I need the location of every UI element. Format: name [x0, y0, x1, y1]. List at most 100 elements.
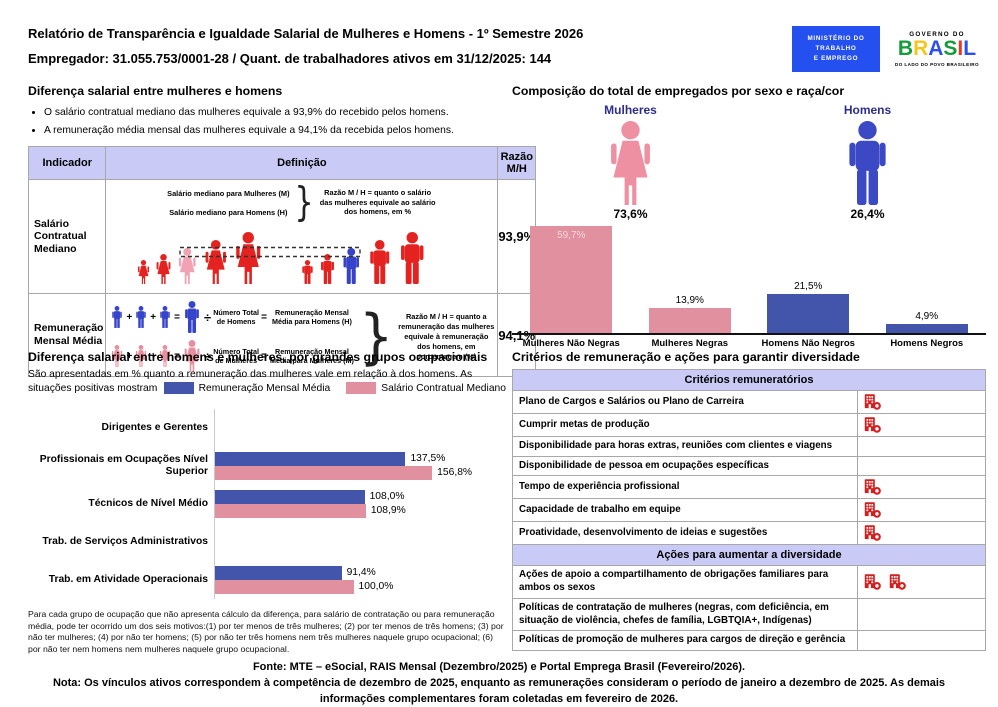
col-header-indicador: Indicador: [27, 146, 107, 181]
occupation-group-row: Dirigentes e Gerentes: [28, 408, 506, 447]
occupation-bars: 108,0% 108,9%: [214, 484, 506, 523]
occupation-label: Trab. em Atividade Operacionais: [48, 573, 208, 585]
bar-value-label: 91,4%: [346, 567, 376, 579]
criteria-table: Critérios remuneratórios Plano de Cargos …: [512, 369, 986, 652]
brace-glyph: }: [294, 178, 314, 227]
pictogram-row: Mulheres 73,6% Homens 26,4%: [512, 103, 986, 221]
occupation-group-row: Trab. em Atividade Operacionais 91,4% 100,…: [28, 560, 506, 599]
bar-value-label: 137,5%: [410, 453, 446, 465]
company-building-icon: [889, 574, 906, 590]
equals-sign: =: [261, 350, 267, 362]
criteria-row: Capacidade de trabalho em equipe: [512, 498, 986, 523]
plus-sign: +: [150, 350, 157, 362]
indicator-median-salary: Salário Contratual Mediano: [27, 179, 107, 295]
occupation-label: Trab. de Serviços Administrativos: [42, 535, 208, 547]
criteria-row-label: Tempo de experiência profissional: [512, 475, 858, 500]
criteria-title: Critérios de remuneração e ações para ga…: [512, 350, 860, 364]
criteria-row-label: Disponibilidade de pessoa em ocupações e…: [512, 455, 858, 477]
man-figure-icon: [112, 306, 123, 329]
man-figure-icon: [160, 306, 170, 329]
composition-category-labels: Mulheres Não Negras Mulheres Negras Homens…: [512, 338, 986, 349]
criteria-row-indicator: [857, 436, 986, 457]
indicator-mean-salary: Remuneração Mensal Média: [27, 293, 107, 378]
bar-value-label: 21,5%: [794, 281, 823, 293]
section-occupational: Diferença salarial entre homens e mulher…: [28, 350, 506, 656]
criteria-row-label: Políticas de promoção de mulheres para c…: [512, 630, 858, 652]
definition-median-salary: Salário mediano para Mulheres (M) Salári…: [105, 178, 499, 295]
footer-nota: Nota: Os vínculos ativos correspondem à …: [52, 676, 946, 705]
company-building-icon: [864, 394, 881, 410]
man-figure-large-icon: [185, 301, 199, 334]
criteria-section-header-row: Ações para aumentar a diversidade: [512, 544, 986, 567]
legend-swatch: [163, 382, 194, 394]
occupational-title: Diferença salarial entre homens e mulher…: [28, 350, 488, 364]
brace-glyph: }: [358, 301, 394, 372]
criteria-row-indicator: [857, 455, 986, 477]
brasil-letter: I: [957, 37, 964, 61]
occupation-bars: 91,4% 100,0%: [214, 560, 506, 599]
divide-sign: ÷: [203, 309, 212, 325]
men-result-text: Remuneração Mensal Média para Homens (H): [272, 308, 352, 327]
criteria-row-label: Plano de Cargos e Salários ou Plano de C…: [512, 390, 858, 414]
table-row: Salário Contratual Mediano Salário media…: [27, 178, 537, 295]
bar: [215, 503, 366, 518]
category-label: Homens Não Negros: [761, 338, 855, 349]
legend-item: Remuneração Mensal Média: [163, 382, 331, 394]
bar-value-label: 108,9%: [370, 505, 406, 517]
occupation-label: Dirigentes e Gerentes: [101, 421, 208, 433]
bar: [648, 307, 731, 333]
bar-column: 4,9%: [868, 311, 987, 333]
footer-fonte: Fonte: MTE – eSocial, RAIS Mensal (Dezem…: [252, 661, 746, 673]
company-building-icon: [864, 479, 881, 495]
category-label: Mulheres Negras: [651, 338, 729, 349]
equals-sign: =: [174, 350, 180, 362]
bullet-median-salary: O salário contratual mediano das mulhere…: [44, 104, 506, 122]
composition-title: Composição do total de empregados por se…: [512, 84, 845, 98]
section-criteria: Critérios de remuneração e ações para ga…: [512, 350, 986, 652]
occupation-bars: [214, 522, 506, 561]
equals-sign: =: [174, 311, 180, 323]
bar: 59,7%: [530, 225, 613, 333]
criteria-row-indicator: [857, 498, 986, 523]
criteria-row: Cumprir metas de produção: [512, 413, 986, 437]
legend-label: Remuneração Mensal Média: [198, 382, 331, 394]
man-figure-icon: [136, 306, 147, 329]
criteria-row: Tempo de experiência profissional: [512, 475, 986, 500]
salary-gap-table: Indicador Definição Razão M/H Salário Co…: [27, 146, 537, 378]
legend-label: Salário Contratual Mediano: [381, 382, 506, 394]
criteria-row-indicator: [857, 390, 986, 414]
bar-column: 13,9%: [631, 295, 750, 333]
occupation-group-row: Técnicos de Nível Médio 108,0% 108,9%: [28, 484, 506, 523]
company-building-icon: [864, 502, 881, 518]
legend-item: Salário Contratual Mediano: [346, 382, 506, 394]
bullet-mean-salary: A remuneração média mensal das mulheres …: [44, 122, 506, 140]
women-pictogram-block: Mulheres 73,6%: [512, 103, 749, 221]
woman-pictogram-icon: [611, 121, 650, 205]
company-building-icon: [864, 574, 881, 590]
criteria-diversity-header: Ações para aumentar a diversidade: [512, 544, 986, 567]
bar-value-label: 156,8%: [437, 467, 473, 479]
men-divisor-text: Número Total de Homens: [213, 308, 260, 327]
men-mean-equation: + + = ÷ Número Total de Homens = Remuner…: [110, 301, 355, 334]
criteria-row-label: Políticas de contratação de mulheres (ne…: [512, 597, 858, 632]
criteria-row: Políticas de contratação de mulheres (ne…: [512, 597, 986, 632]
women-divisor-text: Número Total de Mulheres: [213, 347, 260, 366]
header-logos: MINISTÉRIO DO TRABALHO E EMPREGO GOVERNO…: [792, 26, 984, 72]
legend-swatch: [346, 382, 377, 394]
ministry-logo-line: TRABALHO: [815, 44, 857, 52]
criteria-row: Disponibilidade para horas extras, reuni…: [512, 436, 986, 457]
median-women-line: Salário mediano para Mulheres (M): [167, 188, 290, 198]
criteria-row: Políticas de promoção de mulheres para c…: [512, 630, 986, 652]
criteria-row-label: Disponibilidade para horas extras, reuni…: [512, 436, 858, 457]
women-label: Mulheres: [604, 103, 657, 117]
bar-value-label: 13,9%: [675, 294, 704, 306]
gov-brasil-logo: GOVERNO DO BRASIL DO LADO DO POVO BRASIL…: [890, 31, 984, 66]
men-label: Homens: [843, 103, 892, 117]
bar-value-label: 108,0%: [369, 491, 405, 503]
section-salary-gap: Diferença salarial entre mulheres e home…: [27, 84, 537, 378]
report-footer: Fonte: MTE – eSocial, RAIS Mensal (Dezem…: [0, 660, 998, 707]
criteria-row-indicator: [857, 565, 986, 599]
bar: [215, 451, 406, 466]
criteria-row-indicator: [857, 521, 986, 546]
brasil-letter: S: [943, 37, 958, 61]
